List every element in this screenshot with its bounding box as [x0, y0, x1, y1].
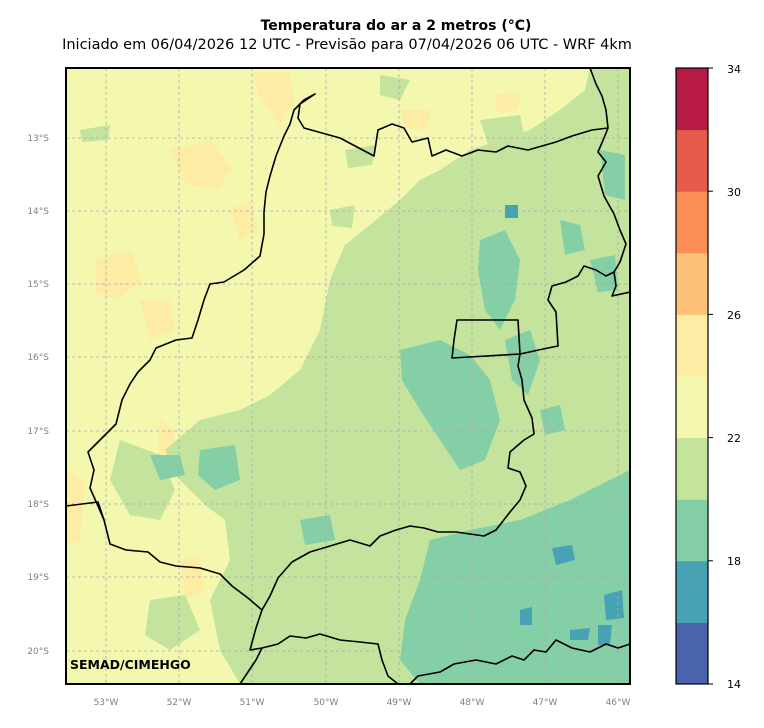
lat-label: 14°S	[27, 207, 49, 217]
field-16-18	[505, 205, 624, 645]
state-borders	[66, 68, 630, 684]
colorbar-tick-label: 18	[727, 555, 741, 568]
map-frame	[65, 67, 631, 685]
credit-label: SEMAD/CIMEHGO	[70, 657, 191, 672]
lat-label: 20°S	[27, 647, 49, 657]
colorbar-tick-label: 34	[727, 63, 741, 76]
colorbar-tick-label: 30	[727, 186, 741, 199]
colorbar-frame	[675, 67, 709, 685]
lon-label: 46°W	[606, 698, 631, 708]
map-subtitle: Iniciado em 06/04/2026 12 UTC - Previsão…	[62, 37, 632, 53]
colorbar-segment	[676, 376, 708, 439]
longitude-labels: 53°W 52°W 51°W 50°W 49°W 48°W 47°W 46°W	[94, 698, 631, 708]
lon-label: 49°W	[387, 698, 412, 708]
ba-border	[589, 68, 609, 129]
lon-label: 52°W	[167, 698, 192, 708]
mg-south-border	[409, 639, 630, 684]
ms-border	[66, 501, 105, 521]
df-border	[451, 319, 521, 359]
field-24-26	[66, 72, 520, 600]
colorbar-tick-label: 14	[727, 678, 741, 691]
colorbar-tick-label: 26	[727, 309, 741, 322]
colorbar-segment	[676, 191, 708, 254]
temperature-field	[66, 68, 630, 684]
colorbar-segment	[676, 437, 708, 500]
colorbar-ticks: 34 30 26 22 18 14	[727, 63, 741, 691]
colorbar-segment	[676, 499, 708, 562]
colorbar-segment	[676, 622, 708, 685]
lat-label: 13°S	[27, 134, 49, 144]
field-18-20	[150, 150, 630, 684]
lon-label: 48°W	[460, 698, 485, 708]
mg-east-border	[611, 271, 630, 297]
mg-border	[249, 609, 399, 684]
colorbar-segment	[676, 129, 708, 192]
colorbar-tick-label: 22	[727, 432, 741, 445]
colorbar-segment	[676, 314, 708, 377]
lat-label: 19°S	[27, 573, 49, 583]
lat-label: 15°S	[27, 280, 49, 290]
colorbar-segment	[676, 68, 708, 131]
lon-label: 47°W	[533, 698, 558, 708]
colorbar-segment	[676, 560, 708, 623]
colorbar	[675, 67, 713, 685]
graticule	[66, 68, 630, 684]
latitude-labels: 13°S 14°S 15°S 16°S 17°S 18°S 19°S 20°S	[27, 134, 49, 657]
lon-label: 51°W	[240, 698, 265, 708]
lat-label: 16°S	[27, 353, 49, 363]
lat-label: 18°S	[27, 500, 49, 510]
lon-label: 50°W	[314, 698, 339, 708]
lat-label: 17°S	[27, 427, 49, 437]
goias-border	[87, 93, 627, 611]
lon-label: 53°W	[94, 698, 119, 708]
colorbar-segment	[676, 252, 708, 315]
map-title: Temperatura do ar a 2 metros (°C)	[260, 18, 532, 34]
sp-border	[239, 647, 263, 684]
